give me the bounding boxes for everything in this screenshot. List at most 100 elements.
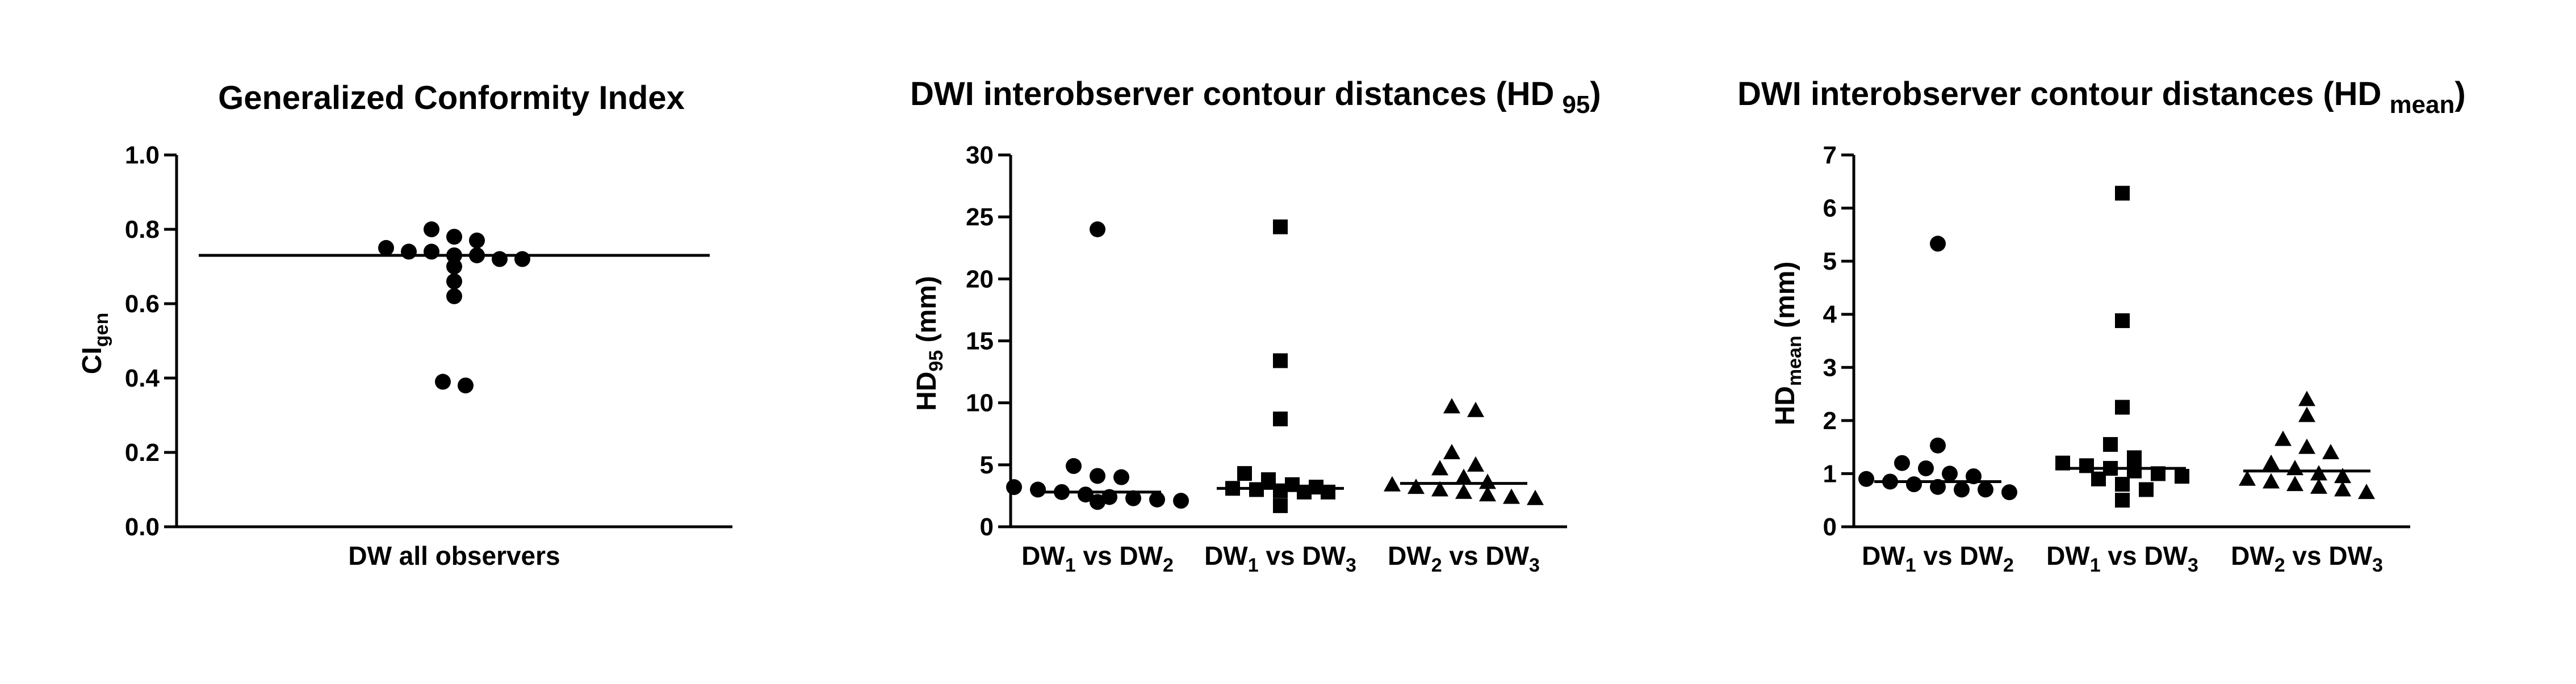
y-ticks: 0.0 0.2 0.4 0.6 0.8 1.0	[125, 141, 177, 541]
y-tick-label: 10	[966, 389, 994, 417]
data-point-triangle	[2239, 470, 2256, 486]
data-point-circle	[1113, 469, 1129, 485]
y-tick-label: 0.4	[125, 364, 160, 392]
data-point-triangle	[1527, 489, 1544, 505]
y-tick-label: 6	[1823, 195, 1837, 223]
data-point-circle	[1858, 471, 1874, 487]
data-point-triangle	[1503, 488, 1520, 504]
category-label-dw2-dw3: DW2 vs DW3	[1388, 541, 1540, 576]
data-point-circle	[1978, 481, 1993, 498]
data-point-triangle	[1443, 398, 1460, 414]
y-tick-label: 30	[966, 141, 994, 169]
data-point-square	[1273, 353, 1288, 368]
data-points	[199, 221, 710, 394]
data-point-triangle	[2298, 406, 2315, 422]
data-point-circle	[1918, 460, 1934, 477]
data-point-square	[2115, 477, 2130, 492]
category-label: DW all observers	[348, 541, 560, 570]
data-point-circle	[446, 273, 462, 289]
data-point-circle	[1930, 236, 1946, 252]
data-point-circle	[435, 374, 451, 390]
data-points	[1858, 186, 2375, 508]
data-point-circle	[424, 221, 439, 237]
data-point-triangle	[1467, 401, 1484, 417]
data-point-circle	[1173, 493, 1189, 509]
data-point-square	[2079, 458, 2094, 473]
data-point-triangle	[2263, 454, 2280, 470]
data-point-triangle	[2263, 473, 2280, 489]
data-point-triangle	[1443, 444, 1460, 459]
data-point-circle	[1090, 221, 1105, 237]
y-axis-label: CIgen	[77, 313, 112, 374]
data-point-triangle	[1479, 473, 1496, 489]
data-point-circle	[446, 288, 462, 304]
data-points	[1006, 219, 1544, 513]
category-label-dw1-dw2: DW1 vs DW2	[1021, 541, 1174, 576]
data-point-triangle	[2358, 484, 2375, 500]
data-point-square	[1273, 498, 1288, 513]
category-label-dw1-dw3: DW1 vs DW3	[2046, 541, 2198, 576]
panel-conformity-index: Generalized Conformity Index CIgen 0.0 0.…	[77, 79, 732, 570]
data-point-square	[2115, 400, 2130, 415]
data-point-triangle	[2334, 481, 2351, 497]
chart-title: DWI interobserver contour distances (HD m…	[1737, 75, 2466, 119]
data-point-triangle	[1408, 479, 1425, 494]
data-point-circle	[2001, 484, 2017, 501]
data-point-square	[2103, 437, 2118, 452]
data-point-circle	[446, 229, 462, 245]
y-tick-label: 5	[980, 451, 994, 479]
category-label-dw1-dw2: DW1 vs DW2	[1862, 541, 2014, 576]
y-tick-label: 5	[1823, 247, 1837, 275]
data-point-triangle	[1384, 476, 1401, 492]
chart-title: Generalized Conformity Index	[218, 79, 685, 116]
data-point-triangle	[2334, 468, 2351, 484]
data-point-circle	[514, 251, 530, 267]
data-point-circle	[1954, 481, 1970, 498]
data-point-square	[2127, 450, 2142, 465]
data-point-triangle	[1431, 481, 1448, 497]
data-point-triangle	[1455, 483, 1472, 499]
data-point-square	[2115, 186, 2130, 201]
y-tick-label: 0	[980, 513, 994, 541]
y-tick-label: 0.6	[125, 290, 160, 318]
data-point-triangle	[1455, 468, 1472, 484]
data-point-circle	[446, 258, 462, 275]
data-point-square	[1321, 484, 1335, 500]
y-tick-label: 2	[1823, 407, 1837, 435]
data-point-square	[2175, 469, 2189, 484]
data-point-circle	[1090, 494, 1105, 510]
data-point-triangle	[2322, 444, 2339, 459]
data-point-circle	[1078, 486, 1094, 503]
y-tick-label: 0.0	[125, 513, 160, 541]
data-point-square	[2115, 493, 2130, 508]
y-tick-label: 20	[966, 265, 994, 293]
y-tick-label: 15	[966, 328, 994, 355]
y-tick-label: 25	[966, 203, 994, 231]
data-point-square	[1273, 412, 1288, 427]
data-point-square	[1273, 219, 1288, 234]
data-point-circle	[1030, 481, 1046, 498]
data-point-triangle	[2298, 391, 2315, 406]
data-point-circle	[1066, 458, 1082, 475]
panel-hdmean: DWI interobserver contour distances (HD m…	[1737, 75, 2466, 576]
data-point-square	[2091, 471, 2106, 486]
data-point-square	[2127, 463, 2142, 479]
data-point-circle	[378, 240, 394, 256]
data-point-circle	[1149, 491, 1165, 507]
data-point-circle	[1906, 476, 1922, 493]
y-tick-label: 0.8	[125, 216, 160, 244]
data-point-square	[2139, 482, 2154, 497]
data-point-triangle	[2286, 476, 2303, 492]
y-tick-label: 1	[1823, 460, 1837, 488]
data-point-triangle	[1479, 486, 1496, 502]
data-point-triangle	[2310, 465, 2327, 481]
data-point-circle	[1006, 479, 1022, 496]
data-point-triangle	[2298, 438, 2315, 454]
data-point-square	[1237, 466, 1252, 481]
data-point-triangle	[2275, 430, 2292, 446]
y-tick-label: 0.2	[125, 439, 160, 467]
category-label-dw1-dw3: DW1 vs DW3	[1204, 541, 1356, 576]
data-point-square	[1273, 483, 1288, 498]
data-point-triangle	[1431, 460, 1448, 476]
